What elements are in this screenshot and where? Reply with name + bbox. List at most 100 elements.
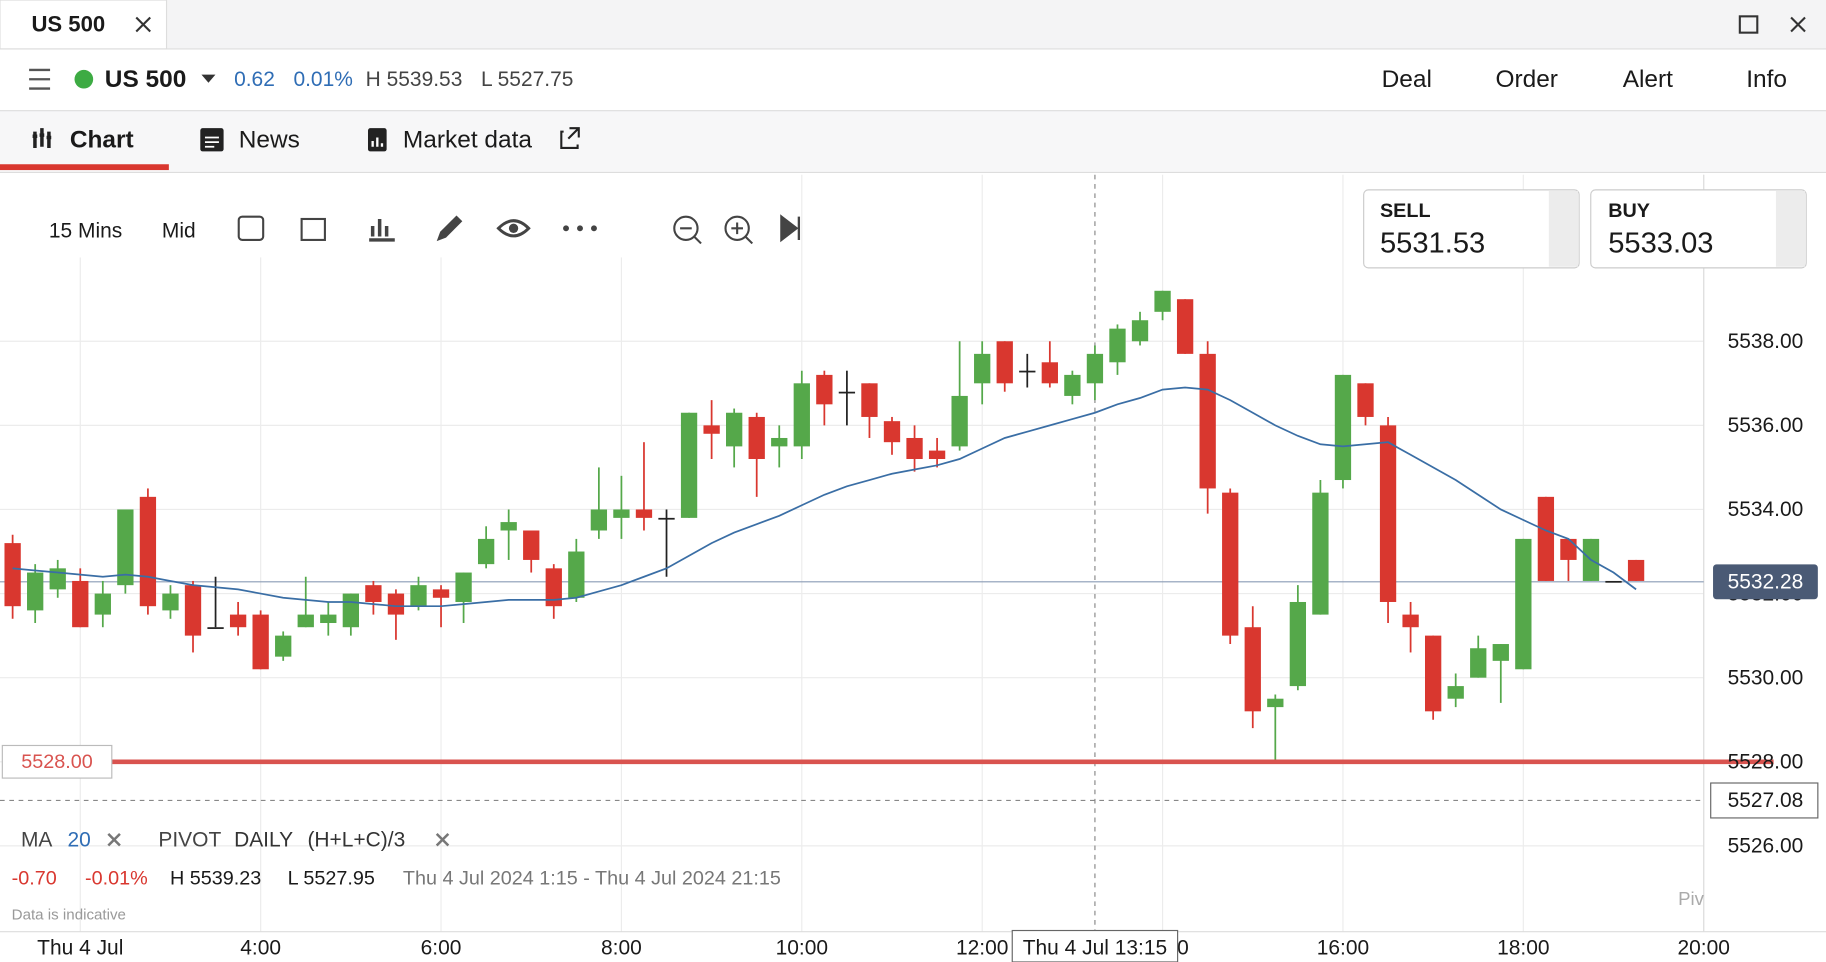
candle-body (1244, 627, 1261, 712)
x-tick-label: 12:00 (956, 937, 1008, 960)
candle-body (162, 593, 179, 611)
view-icon-pupil (508, 223, 519, 233)
candle-body (680, 412, 698, 518)
candle-body (252, 614, 269, 670)
candle-body (297, 614, 314, 628)
window-bar (0, 0, 1826, 49)
layout-icon[interactable] (300, 217, 326, 241)
candle-body (635, 509, 653, 518)
ma-label: MA (21, 828, 52, 851)
candle-body (1154, 290, 1171, 312)
remove-pivot[interactable] (435, 832, 450, 847)
current-price-tag (1713, 564, 1818, 600)
pivot-label: PIVOT (158, 828, 221, 851)
candle-body (838, 391, 856, 394)
zoom-out-icon[interactable] (673, 215, 699, 241)
stat-high: H 5539.23 (170, 868, 261, 890)
x-tick-label: 6:00 (421, 937, 462, 960)
interval[interactable]: 15 Mins (49, 219, 122, 242)
candle-body (94, 593, 111, 615)
candle-body (1086, 353, 1104, 384)
view-icon[interactable] (496, 219, 531, 238)
x-tick-label: 4:00 (240, 937, 281, 960)
jump-end-icon[interactable] (780, 214, 801, 243)
stat-low: L 5527.95 (288, 868, 375, 890)
instrument[interactable]: US 500 (105, 66, 187, 93)
zoom-in-icon[interactable] (724, 215, 750, 241)
x-tick-label: Thu 4 Jul (37, 937, 123, 960)
ma-period: 20 (68, 828, 91, 851)
draw-icon[interactable] (436, 215, 463, 242)
tab-bar (0, 110, 1826, 173)
maximize-icon[interactable] (1738, 15, 1759, 34)
candle-body (117, 509, 134, 586)
tab[interactable]: Market data (403, 126, 532, 153)
crosshair-y-tag (1710, 782, 1819, 819)
overlays: 5526.005528.005530.005532.005534.005536.… (1, 330, 1819, 962)
candle-body (1470, 648, 1487, 678)
chart-icon (32, 128, 52, 148)
candle-body (27, 572, 44, 611)
candle-body (1357, 383, 1374, 417)
indicator-icon[interactable] (369, 218, 395, 242)
tab[interactable]: News (239, 126, 300, 153)
buy-label: BUY (1608, 200, 1650, 222)
candle-body (1064, 374, 1081, 396)
candle-body (1041, 362, 1058, 384)
remove-ma[interactable] (107, 832, 121, 847)
candle-body (207, 627, 224, 629)
market-icon-bars (371, 137, 384, 147)
candle-body (523, 530, 540, 560)
candle-body (1176, 299, 1194, 354)
external-link-icon[interactable] (560, 127, 580, 149)
zoom-out-icon-mark (680, 227, 702, 245)
candle-body (951, 395, 968, 447)
action[interactable]: Alert (1623, 66, 1673, 93)
dropdown-caret[interactable] (201, 74, 216, 83)
y-tick-label: 5536.00 (1728, 414, 1804, 437)
candle-body (771, 437, 788, 447)
tab[interactable]: Chart (70, 126, 134, 153)
x-tick-label: 16:00 (1317, 937, 1369, 960)
candle-body (275, 635, 292, 657)
x-tick-label: 10:00 (776, 937, 828, 960)
candle-body (658, 517, 675, 520)
buy-button[interactable] (1590, 189, 1807, 269)
candle-body (320, 614, 337, 624)
zoom-in-icon-mark (731, 222, 754, 245)
candle-body (883, 421, 901, 443)
candle-body (1131, 320, 1149, 342)
change: 0.62 (234, 68, 275, 91)
candle-body (1334, 374, 1352, 481)
x-tick-label: 18:00 (1497, 937, 1549, 960)
candle-body (613, 509, 630, 518)
candle-body (996, 341, 1013, 384)
high: H 5539.53 (366, 68, 463, 91)
candle-body (1515, 538, 1532, 670)
sell-button[interactable] (1363, 189, 1580, 269)
y-tick-label: 5526.00 (1728, 835, 1804, 858)
price-type[interactable]: Mid (162, 219, 196, 242)
y-tick-label: 5538.00 (1728, 330, 1804, 353)
crosshair-x-tag (1011, 929, 1179, 962)
action[interactable]: Info (1746, 66, 1787, 93)
window-tab[interactable] (0, 0, 168, 50)
candle-body (387, 593, 405, 615)
candle-body (184, 585, 202, 636)
pivot-tag: Piv (1678, 888, 1705, 909)
candle-body (410, 585, 427, 607)
y-tick-label: 5530.00 (1728, 666, 1804, 689)
close-window-icon[interactable] (1790, 16, 1806, 33)
stat-range: Thu 4 Jul 2024 1:15 - Thu 4 Jul 2024 21:… (403, 868, 781, 890)
action[interactable]: Deal (1382, 66, 1432, 93)
plot (0, 174, 1826, 933)
candle-body (1492, 644, 1509, 661)
sell-price: 5531.53 (1380, 227, 1485, 259)
candle-body (1267, 698, 1284, 708)
action[interactable]: Order (1495, 66, 1557, 93)
close-tab-icon[interactable] (135, 16, 151, 33)
menu-icon[interactable] (29, 68, 51, 90)
candle-body (455, 572, 472, 602)
toolbar (0, 173, 653, 258)
calendar-icon[interactable] (237, 215, 265, 241)
